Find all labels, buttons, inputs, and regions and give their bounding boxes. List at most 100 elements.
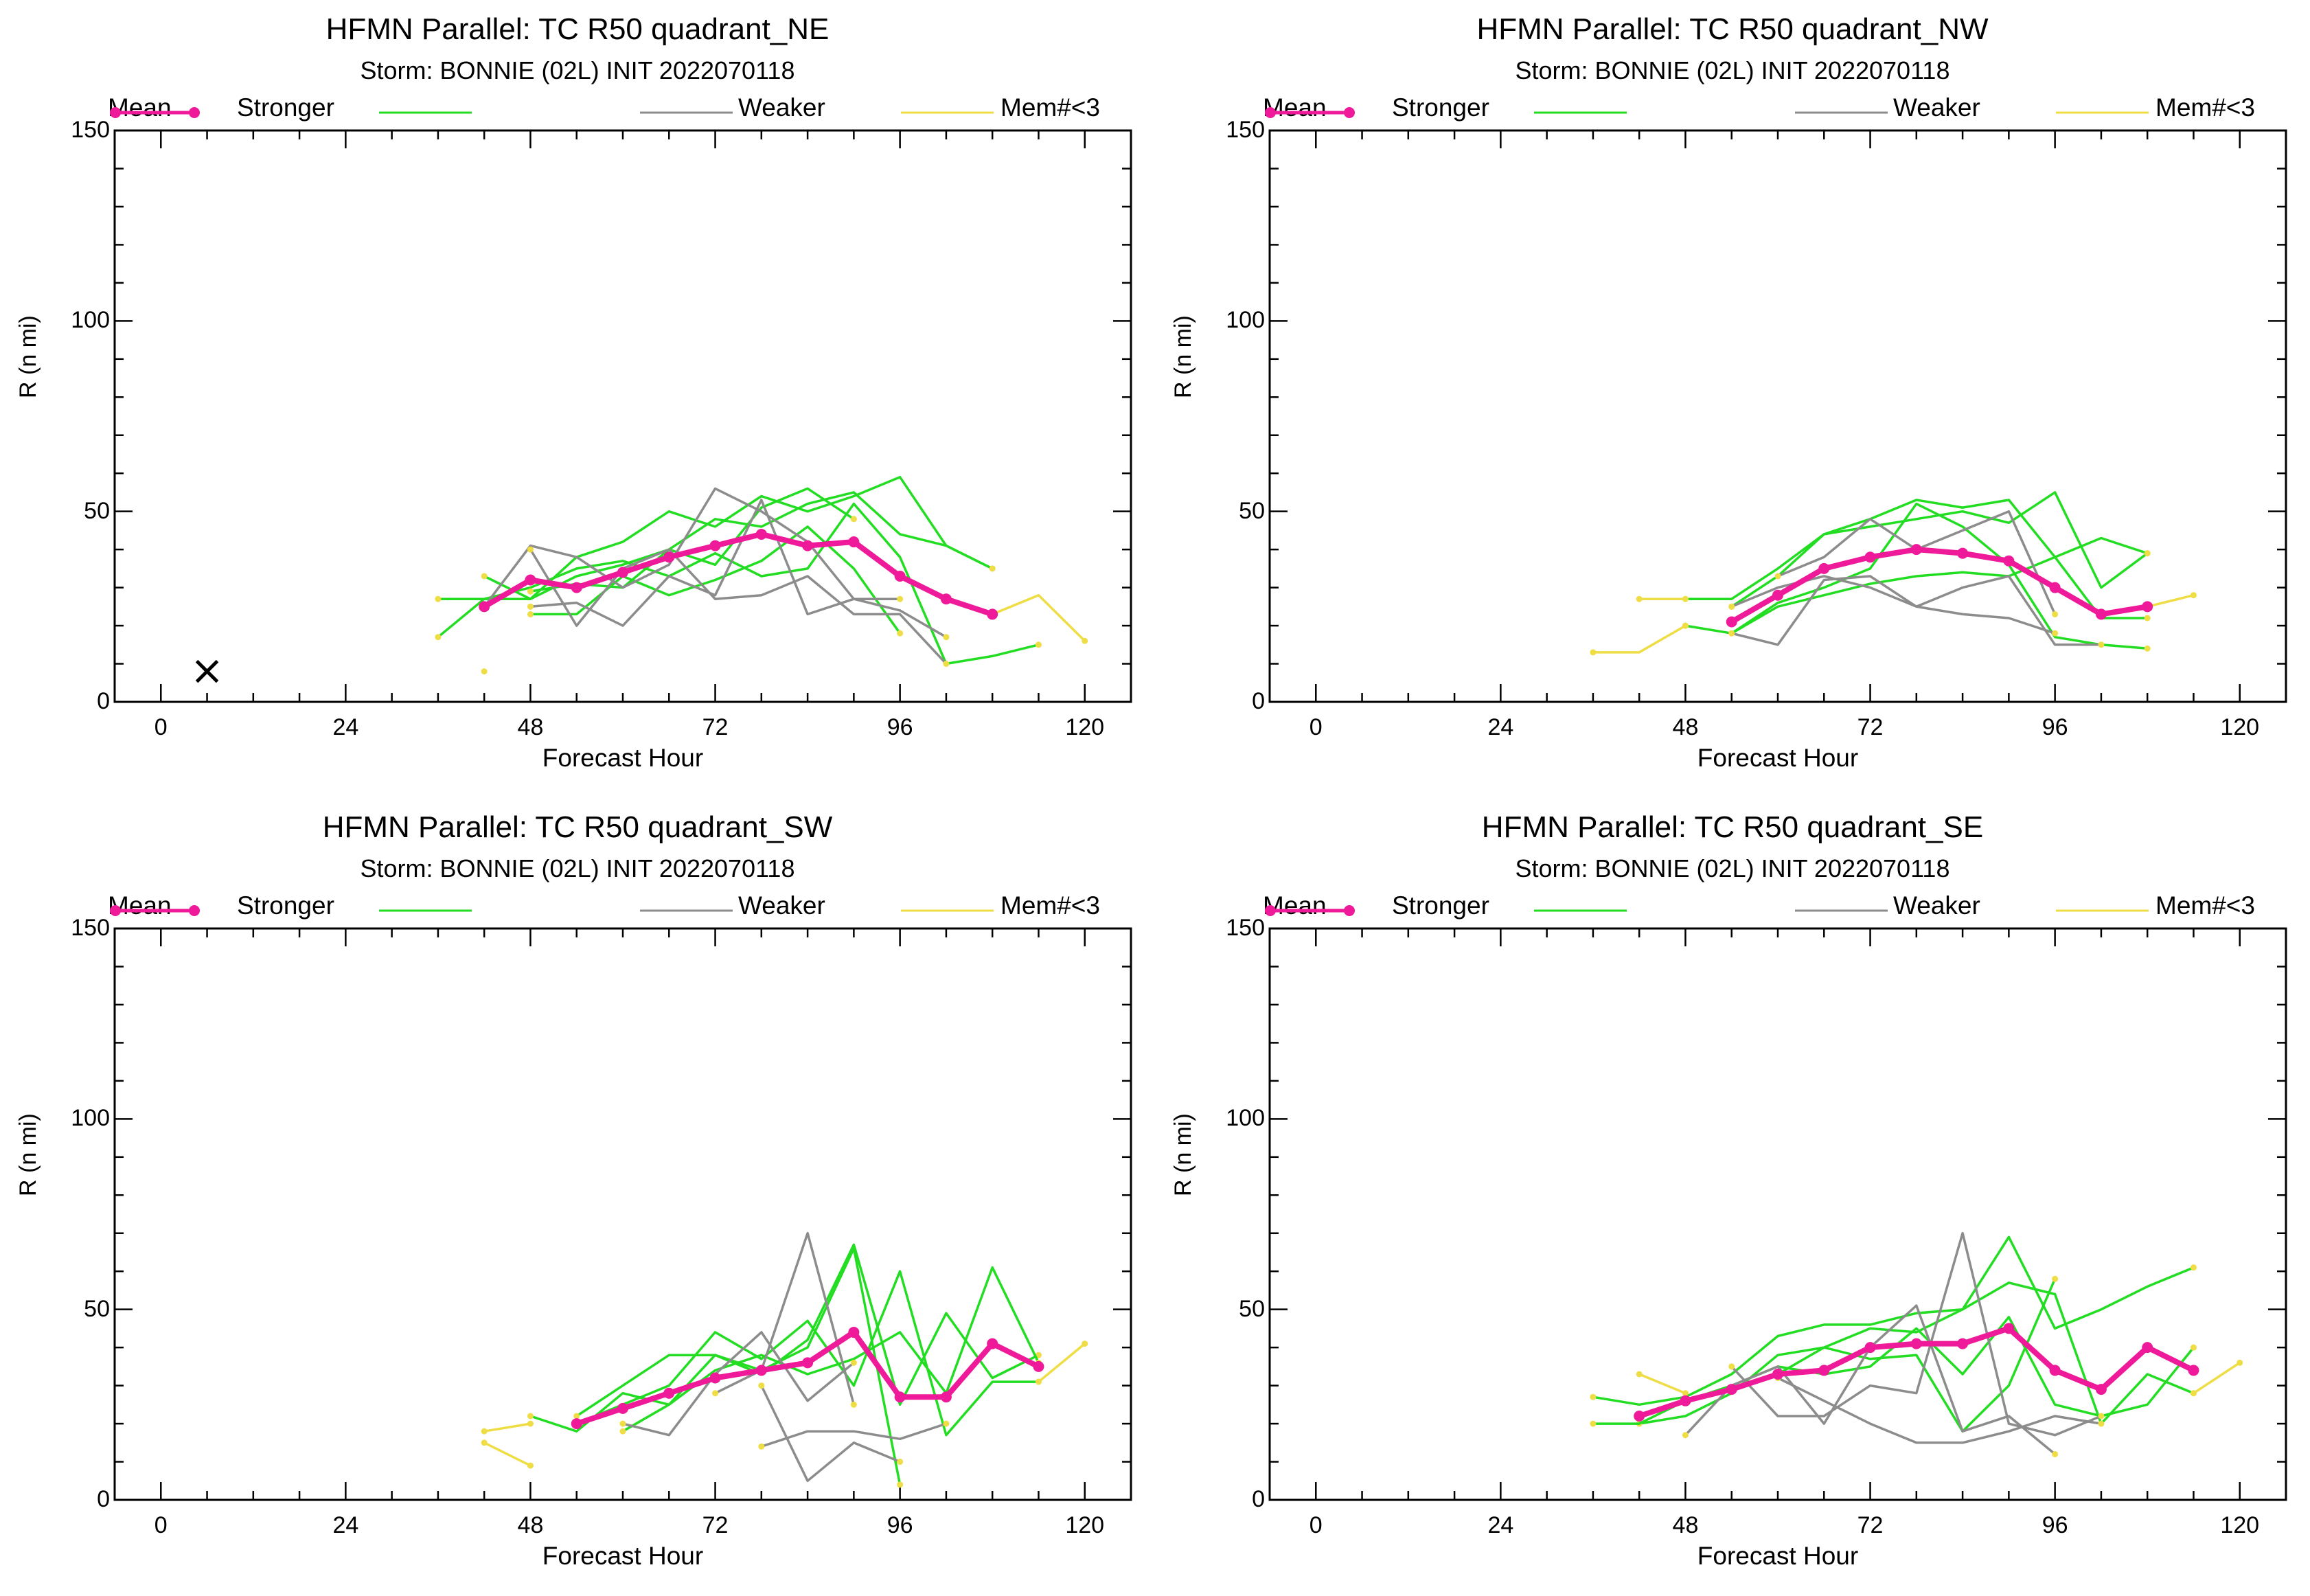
x-tick-label: 72 — [1857, 1512, 1884, 1538]
x-tick-label: 120 — [1065, 1512, 1105, 1538]
chart-title: HFMN Parallel: TC R50 quadrant_NW — [1476, 12, 1989, 46]
member-endpoint — [1636, 1371, 1643, 1378]
member-endpoint — [481, 668, 488, 675]
member-endpoint — [619, 1428, 626, 1435]
mean-point — [802, 1357, 814, 1369]
x-tick-label: 72 — [1857, 714, 1884, 740]
chart-panel-1: HFMN Parallel: TC R50 quadrant_NE Storm:… — [0, 0, 1155, 798]
mean-point — [1864, 1342, 1876, 1354]
y-tick-label: 0 — [97, 1486, 110, 1512]
series-line-weaker — [530, 499, 900, 627]
x-tick-label: 48 — [1672, 714, 1699, 740]
series-line-mem — [2147, 594, 2194, 608]
y-tick-label: 50 — [1239, 497, 1265, 524]
chart-panel-2: HFMN Parallel: TC R50 quadrant_NW Storm:… — [1155, 0, 2310, 798]
mean-point — [2049, 582, 2061, 593]
chart-panel-4: HFMN Parallel: TC R50 quadrant_SE Storm:… — [1155, 798, 2310, 1596]
member-endpoint — [1728, 1363, 1735, 1370]
legend-dot-mean — [1344, 107, 1355, 118]
member-endpoint — [481, 573, 488, 580]
mean-point — [2003, 1323, 2015, 1334]
series-line-stronger — [1730, 502, 2148, 650]
series-line-mean — [1730, 547, 2148, 624]
mean-point — [755, 1365, 767, 1376]
series-line-weaker — [1731, 575, 2056, 635]
member-endpoint — [2144, 645, 2151, 652]
member-endpoint — [1590, 1420, 1597, 1427]
chart-title: HFMN Parallel: TC R50 quadrant_SE — [1481, 810, 1984, 844]
legend-label-stronger: Stronger — [1392, 891, 1489, 920]
member-endpoint — [573, 1413, 580, 1420]
mean-point — [571, 582, 582, 593]
mean-point — [2142, 1342, 2153, 1354]
member-endpoint — [1682, 622, 1689, 629]
member-endpoint — [527, 603, 534, 610]
mean-point — [709, 1372, 721, 1384]
x-tick-label: 120 — [1065, 714, 1105, 740]
mean-point — [894, 570, 906, 582]
member-endpoint — [850, 1401, 857, 1408]
mean-point — [940, 1391, 952, 1403]
observed-x-marker — [195, 659, 219, 683]
mean-point — [802, 540, 814, 551]
chart-subtitle: Storm: BONNIE (02L) INIT 2022070118 — [360, 854, 795, 882]
legend-label-stronger: Stronger — [237, 93, 334, 122]
mean-point — [1772, 589, 1783, 601]
chart-title: HFMN Parallel: TC R50 quadrant_SW — [322, 810, 833, 844]
axes-frame — [113, 129, 1132, 703]
series-line-stronger — [1592, 1281, 2195, 1425]
y-tick-label: 150 — [1226, 915, 1265, 941]
legend-label-weaker: Weaker — [1893, 891, 1980, 920]
mean-point — [1726, 1384, 1737, 1395]
member-endpoint — [1035, 1352, 1042, 1358]
series-line-mem — [1592, 624, 1686, 654]
legend-label-mem: Mem#<3 — [2155, 93, 2255, 122]
member-endpoint — [897, 1481, 904, 1488]
y-tick-label: 100 — [1226, 1105, 1265, 1132]
x-axis-label: Forecast Hour — [542, 744, 704, 772]
member-endpoint — [527, 611, 534, 617]
member-endpoint — [2098, 1420, 2105, 1427]
x-tick-label: 0 — [154, 714, 168, 740]
series-line-weaker — [1730, 1231, 2102, 1437]
mean-point — [2003, 555, 2015, 567]
series-line-stronger — [483, 491, 993, 600]
member-endpoint — [2237, 1359, 2243, 1366]
mean-point — [617, 1402, 628, 1414]
x-tick-label: 48 — [517, 1512, 544, 1538]
plot-area — [110, 905, 1132, 1501]
series-line-mem — [992, 593, 1086, 642]
mean-point — [1772, 1368, 1783, 1380]
series-line-stronger — [437, 502, 1039, 665]
legend-dot-mean — [110, 905, 121, 916]
x-tick-label: 24 — [1487, 714, 1514, 740]
x-tick-label: 72 — [702, 1512, 729, 1538]
mean-point — [479, 601, 490, 613]
y-tick-label: 150 — [71, 117, 110, 143]
mean-point — [940, 593, 952, 605]
chart-panel-3: HFMN Parallel: TC R50 quadrant_SW Storm:… — [0, 798, 1155, 1596]
series-line-mem — [2193, 1361, 2241, 1395]
series-line-stronger — [1592, 1316, 2195, 1425]
series-line-stronger — [1685, 499, 2148, 619]
x-axis-label: Forecast Hour — [1697, 1542, 1859, 1570]
chart-title: HFMN Parallel: TC R50 quadrant_NE — [325, 12, 830, 46]
legend-label-mem: Mem#<3 — [1000, 93, 1100, 122]
plot-area — [1265, 905, 2287, 1501]
mean-point — [1818, 562, 1830, 574]
x-tick-label: 96 — [887, 1512, 913, 1538]
chart-subtitle: Storm: BONNIE (02L) INIT 2022070118 — [1515, 56, 1950, 84]
x-tick-label: 24 — [332, 1512, 359, 1538]
x-tick-label: 96 — [2042, 714, 2068, 740]
member-endpoint — [897, 1459, 904, 1466]
member-endpoint — [943, 661, 950, 668]
x-tick-label: 0 — [1309, 714, 1323, 740]
legend-dot-mean — [189, 905, 200, 916]
member-endpoint — [2144, 615, 2151, 622]
member-endpoint — [1035, 1378, 1042, 1385]
mean-point — [1726, 616, 1737, 628]
legend-label-weaker: Weaker — [1893, 93, 1980, 122]
member-endpoint — [2098, 641, 2105, 648]
member-endpoint — [943, 1420, 950, 1427]
series-line-mem — [1638, 1373, 1686, 1395]
